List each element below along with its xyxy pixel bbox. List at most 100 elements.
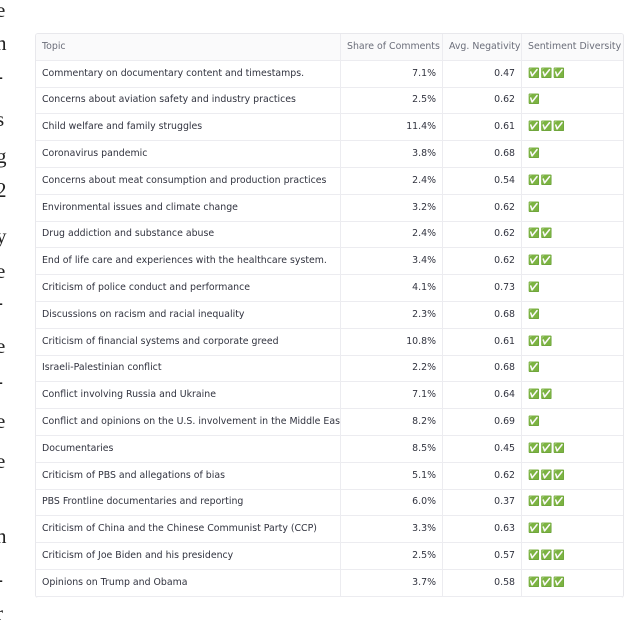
header-cell: Share of Comments [341, 34, 443, 60]
table-row: Concerns about meat consumption and prod… [36, 167, 623, 195]
share: 2.4% [341, 221, 443, 248]
share: 7.1% [341, 382, 443, 409]
topic: PBS Frontline documentaries and reportin… [36, 489, 341, 516]
text-fragment: - [0, 371, 3, 392]
negativity: 0.73 [443, 274, 522, 301]
diversity: ✅✅ [528, 389, 554, 401]
diversity: ✅ [528, 308, 541, 320]
text-fragment: n [0, 524, 7, 548]
text-fragment: y [0, 224, 7, 248]
table-row: End of life care and experiences with th… [36, 248, 623, 276]
diversity: ✅✅✅ [528, 67, 567, 79]
diversity: ✅✅✅ [528, 442, 567, 454]
header-cell: Topic [36, 34, 341, 60]
share: 3.4% [341, 248, 443, 275]
share: 2.4% [341, 167, 443, 194]
share: 3.7% [341, 569, 443, 596]
diversity: ✅✅ [528, 174, 554, 186]
topic: Concerns about aviation safety and indus… [36, 87, 341, 114]
share: 2.2% [341, 355, 443, 382]
table-row: Drug addiction and substance abuse 2.4% 0.… [36, 221, 623, 249]
negativity: 0.62 [443, 221, 522, 248]
topic: Concerns about meat consumption and prod… [36, 167, 341, 194]
diversity: ✅✅✅ [528, 469, 567, 481]
negativity: 0.45 [443, 435, 522, 462]
topic: Conflict and opinions on the U.S. involv… [36, 408, 341, 435]
diversity: ✅✅✅ [528, 549, 567, 561]
table-row: Discussions on racism and racial inequal… [36, 301, 623, 329]
table-row: Criticism of police conduct and performa… [36, 274, 623, 302]
topic: Criticism of police conduct and performa… [36, 274, 341, 301]
table-row: PBS Frontline documentaries and reportin… [36, 489, 623, 517]
table-row: Concerns about aviation safety and indus… [36, 87, 623, 115]
text-fragment: - [0, 292, 3, 313]
table-row: Environmental issues and climate change 3… [36, 194, 623, 222]
topic: Commentary on documentary content and ti… [36, 60, 341, 87]
topic: Criticism of Joe Biden and his presidenc… [36, 542, 341, 569]
negativity: 0.68 [443, 355, 522, 382]
share: 7.1% [341, 60, 443, 87]
table: Topic Share of Comments Avg. Negativity Sen… [35, 33, 624, 598]
negativity: 0.62 [443, 462, 522, 489]
text-fragment: e [0, 0, 6, 22]
topic: Drug addiction and substance abuse [36, 221, 341, 248]
negativity: 0.64 [443, 382, 522, 409]
topic: Opinions on Trump and Obama [36, 569, 341, 596]
topic: Documentaries [36, 435, 341, 462]
share: 10.8% [341, 328, 443, 355]
table-row: Coronavirus pandemic 3.8% 0.68 ✅ [36, 140, 623, 168]
share: 2.5% [341, 87, 443, 114]
share: 3.2% [341, 194, 443, 221]
negativity: 0.54 [443, 167, 522, 194]
diversity: ✅ [528, 201, 541, 213]
text-fragment: - [0, 66, 3, 87]
share: 6.0% [341, 489, 443, 516]
text-fragment: r [0, 603, 3, 620]
negativity: 0.61 [443, 328, 522, 355]
negativity: 0.62 [443, 194, 522, 221]
diversity: ✅✅ [528, 255, 554, 267]
table-row: Israeli-Palestinian conflict 2.2% 0.68 ✅ [36, 355, 623, 383]
text-fragment: e [0, 449, 6, 473]
negativity: 0.68 [443, 140, 522, 167]
diversity: ✅✅ [528, 523, 554, 535]
share: 8.5% [341, 435, 443, 462]
text-fragment: e [0, 334, 6, 358]
diversity: ✅✅✅ [528, 121, 567, 133]
text-fragment: e [0, 409, 6, 433]
topic: End of life care and experiences with th… [36, 248, 341, 275]
header-cell: Avg. Negativity [443, 34, 522, 60]
share: 8.2% [341, 408, 443, 435]
table-row: Criticism of financial systems and corpo… [36, 328, 623, 356]
negativity: 0.68 [443, 301, 522, 328]
table-row: Criticism of Joe Biden and his presidenc… [36, 542, 623, 570]
negativity: 0.37 [443, 489, 522, 516]
negativity: 0.57 [443, 542, 522, 569]
topic: Criticism of financial systems and corpo… [36, 328, 341, 355]
share: 3.3% [341, 516, 443, 543]
table-row: Commentary on documentary content and ti… [36, 60, 623, 88]
topic: Criticism of China and the Chinese Commu… [36, 516, 341, 543]
negativity: 0.58 [443, 569, 522, 596]
table-row: Criticism of PBS and allegations of bias… [36, 462, 623, 490]
diversity: ✅✅ [528, 228, 554, 240]
share: 5.1% [341, 462, 443, 489]
diversity: ✅✅ [528, 335, 554, 347]
table-row: Documentaries 8.5% 0.45 ✅✅✅ [36, 435, 623, 463]
header-row: Topic Share of Comments Avg. Negativity Sen… [36, 34, 623, 61]
negativity: 0.47 [443, 60, 522, 87]
topic: Child welfare and family struggles [36, 114, 341, 141]
diversity: ✅ [528, 362, 541, 374]
negativity: 0.61 [443, 114, 522, 141]
text-fragment: n [0, 31, 7, 55]
diversity: ✅ [528, 415, 541, 427]
diversity: ✅ [528, 147, 541, 159]
topic: Environmental issues and climate change [36, 194, 341, 221]
table-row: Conflict and opinions on the U.S. involv… [36, 408, 623, 436]
topic: Discussions on racism and racial inequal… [36, 301, 341, 328]
diversity: ✅✅✅ [528, 576, 567, 588]
share: 4.1% [341, 274, 443, 301]
diversity: ✅✅✅ [528, 496, 567, 508]
text-fragment: - [0, 569, 3, 590]
